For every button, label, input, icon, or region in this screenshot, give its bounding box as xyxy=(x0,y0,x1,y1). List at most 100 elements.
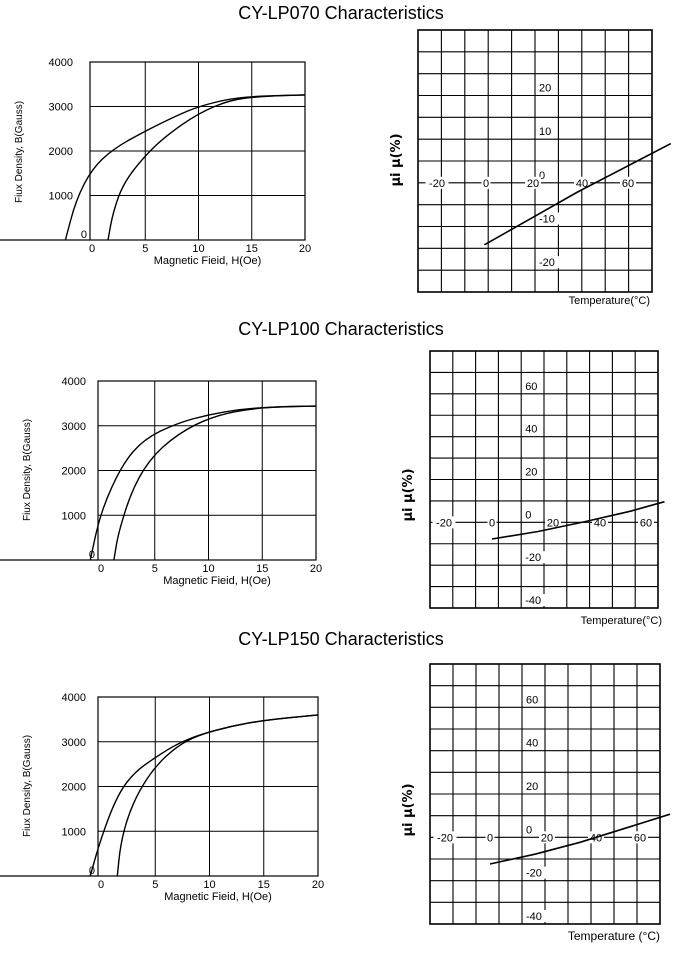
x-tick-label: 20 xyxy=(547,517,559,529)
y-tick-label: 40 xyxy=(525,424,537,436)
y-tick-label: 0 xyxy=(81,229,87,241)
tick-label-bg xyxy=(525,780,541,792)
y-tick-label: 60 xyxy=(525,381,537,393)
x-axis-label: Magnetic Fieid, H(Oe) xyxy=(154,255,262,267)
x-tick-label: 20 xyxy=(299,243,311,255)
x-tick-label: 15 xyxy=(256,563,268,575)
y-tick-label: 3000 xyxy=(49,102,73,114)
tick-label-bg xyxy=(433,831,457,844)
tick-label-bg xyxy=(524,551,548,564)
x-tick-label: 10 xyxy=(202,563,214,575)
x-axis-label: Magnetic Fieid, H(Oe) xyxy=(164,891,272,903)
x-tick-label: -20 xyxy=(436,517,452,529)
y-tick-label: 1000 xyxy=(62,826,86,838)
chart-title: CY-LP070 Characteristics xyxy=(238,3,443,23)
chart-title: CY-LP150 Characteristics xyxy=(238,629,443,649)
x-tick-label: 5 xyxy=(152,879,158,891)
tick-label-bg xyxy=(539,831,555,844)
x-tick-label: 0 xyxy=(487,832,493,844)
x-tick-label: 5 xyxy=(142,243,148,255)
x-tick-label: 40 xyxy=(590,832,602,844)
tick-label-bg xyxy=(485,831,495,844)
tick-label-bg xyxy=(538,125,554,138)
x-axis-label: Temperature(°C) xyxy=(581,615,662,627)
y-tick-label: 3000 xyxy=(62,737,86,749)
y-axis-label: μi μ(%) xyxy=(401,783,416,836)
x-tick-label: 0 xyxy=(98,563,104,575)
x-tick-label: 5 xyxy=(152,563,158,575)
mu-curve xyxy=(489,813,671,865)
x-axis-label: Temperature(°C) xyxy=(569,295,650,307)
tick-label-bg xyxy=(524,379,541,392)
tick-label-bg xyxy=(524,508,534,521)
x-tick-label: 15 xyxy=(246,243,258,255)
y-tick-label: 20 xyxy=(525,467,537,479)
tick-label-bg xyxy=(525,176,541,189)
tick-label-bg xyxy=(632,831,648,844)
y-tick-label: 0 xyxy=(525,509,531,521)
x-tick-label: -20 xyxy=(437,832,453,844)
tick-label-bg xyxy=(545,516,561,529)
y-tick-label: -40 xyxy=(525,595,541,607)
x-tick-label: 60 xyxy=(622,178,634,190)
y-tick-label: 2000 xyxy=(62,466,86,478)
y-tick-label: 10 xyxy=(539,126,551,138)
tick-label-bg xyxy=(620,176,636,189)
y-tick-label: 2000 xyxy=(49,146,73,158)
bh-curve-1 xyxy=(89,714,319,877)
x-axis-label: Magnetic Fieid, H(Oe) xyxy=(163,575,271,587)
x-tick-label: 0 xyxy=(489,517,495,529)
x-tick-label: 40 xyxy=(594,517,606,529)
tick-label-bg xyxy=(525,823,534,836)
x-axis-label: Temperature (°C) xyxy=(568,929,660,943)
tick-label-bg xyxy=(525,693,541,706)
y-axis-label: Fiux Density, B(Gauss) xyxy=(22,419,33,521)
x-tick-label: 60 xyxy=(634,832,646,844)
x-tick-label: 20 xyxy=(541,832,553,844)
y-axis-label: Fiux Density, B(Gauss) xyxy=(22,735,33,837)
tick-label-bg xyxy=(525,910,548,922)
y-tick-label: 2000 xyxy=(62,782,86,794)
y-tick-label: -20 xyxy=(539,257,555,269)
tick-label-bg xyxy=(638,516,654,529)
tick-label-bg xyxy=(574,176,590,189)
x-tick-label: 60 xyxy=(640,517,652,529)
chart-title: CY-LP100 Characteristics xyxy=(238,319,443,339)
tick-label-bg xyxy=(538,212,561,225)
x-tick-label: 0 xyxy=(89,243,95,255)
y-tick-label: 20 xyxy=(526,781,538,793)
tick-label-bg xyxy=(432,516,456,529)
y-tick-label: 60 xyxy=(526,694,538,706)
bh-curve-2 xyxy=(113,405,317,561)
y-axis-label: Fiux Density, B(Gauss) xyxy=(14,101,25,203)
y-tick-label: -20 xyxy=(526,868,542,880)
tick-label-bg xyxy=(481,176,491,189)
y-tick-label: 3000 xyxy=(62,421,86,433)
x-tick-label: 15 xyxy=(258,879,270,891)
y-tick-label: -40 xyxy=(526,911,542,923)
y-axis-label: μi μ(%) xyxy=(401,468,416,521)
x-tick-label: 20 xyxy=(527,178,539,190)
tick-label-bg xyxy=(524,594,548,606)
y-tick-label: 4000 xyxy=(62,692,86,704)
x-tick-label: 10 xyxy=(192,243,204,255)
x-tick-label: 0 xyxy=(483,178,489,190)
x-tick-label: 20 xyxy=(312,879,324,891)
x-tick-label: -20 xyxy=(429,178,445,190)
tick-label-bg xyxy=(524,422,541,435)
bh-curve-2 xyxy=(116,714,319,877)
tick-label-bg xyxy=(487,516,497,529)
x-tick-label: 10 xyxy=(203,879,215,891)
tick-label-bg xyxy=(425,176,449,189)
bh-curve-2 xyxy=(107,94,306,241)
tick-label-bg xyxy=(538,81,554,94)
mu-curve xyxy=(491,500,665,540)
y-tick-label: 4000 xyxy=(49,57,73,69)
x-tick-label: 20 xyxy=(310,563,322,575)
tick-label-bg xyxy=(525,736,541,749)
bh-curve-1 xyxy=(64,94,306,241)
y-tick-label: -20 xyxy=(525,552,541,564)
